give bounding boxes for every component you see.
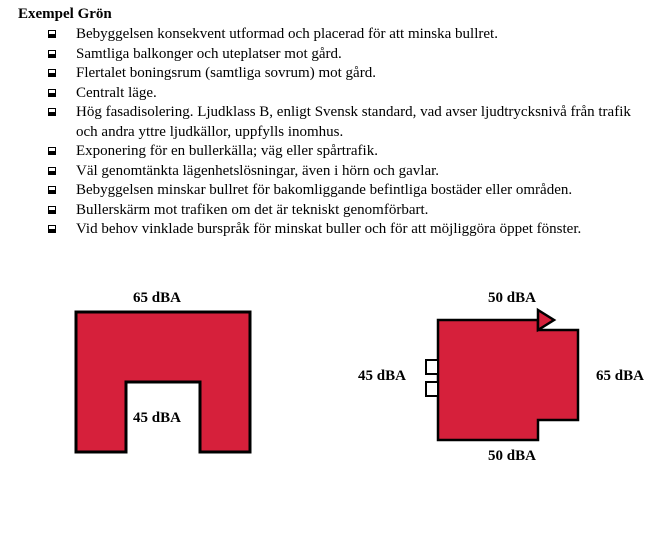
bullet-item: Bebyggelsen minskar bullret för bakomlig…	[48, 181, 647, 201]
bullet-list: Bebyggelsen konsekvent utformad och plac…	[48, 25, 647, 240]
label-top: 65 dBA	[133, 290, 181, 307]
label-inside: 45 dBA	[133, 410, 181, 427]
bullet-item: Bebyggelsen konsekvent utformad och plac…	[48, 25, 647, 45]
diagram-plan: 50 dBA 45 dBA 65 dBA 50 dBA	[338, 290, 658, 470]
bullet-item: Exponering för en bullerkälla; väg eller…	[48, 142, 647, 162]
bullet-item: Samtliga balkonger och uteplatser mot gå…	[48, 45, 647, 65]
label-top: 50 dBA	[488, 290, 536, 307]
diagrams-row: 65 dBA 45 dBA 50 dBA 45 dBA 65 dBA 50 dB…	[18, 290, 647, 470]
balcony-1	[426, 360, 438, 374]
bullet-item: Väl genomtänkta lägenhetslösningar, även…	[48, 162, 647, 182]
bullet-item: Flertalet boningsrum (samtliga sovrum) m…	[48, 64, 647, 84]
u-shape-svg	[18, 290, 318, 470]
page: Exempel Grön Bebyggelsen konsekvent utfo…	[0, 0, 665, 488]
bullet-item: Vid behov vinklade burspråk för minskat …	[48, 220, 647, 240]
diagram-u-shape: 65 dBA 45 dBA	[18, 290, 318, 470]
heading: Exempel Grön	[18, 6, 647, 23]
bullet-item: Hög fasadisolering. Ljudklass B, enligt …	[48, 103, 647, 142]
balcony-2	[426, 382, 438, 396]
label-left: 45 dBA	[358, 368, 406, 385]
plan-roof-arrow	[538, 310, 554, 330]
bullet-item: Bullerskärm mot trafiken om det är tekni…	[48, 201, 647, 221]
label-bottom: 50 dBA	[488, 448, 536, 465]
u-shape-path	[76, 312, 250, 452]
bullet-item: Centralt läge.	[48, 84, 647, 104]
plan-body	[438, 320, 578, 440]
label-right: 65 dBA	[596, 368, 644, 385]
